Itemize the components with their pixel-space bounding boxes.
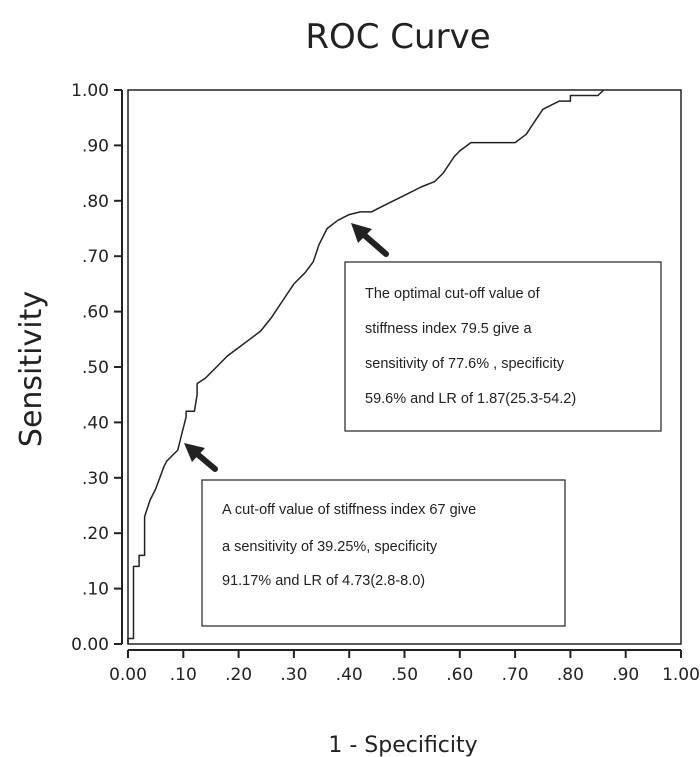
x-tick-label: 0.00 xyxy=(109,665,147,685)
y-tick-label: .80 xyxy=(82,192,109,212)
annotation-line: A cut-off value of stiffness index 67 gi… xyxy=(222,502,476,518)
y-tick-label: 0.00 xyxy=(71,635,109,655)
x-tick-label: 1.00 xyxy=(662,665,700,685)
y-tick-label: .50 xyxy=(82,358,109,378)
annotation-optimal-cutoff: The optimal cut-off value of stiffness i… xyxy=(344,223,662,432)
y-tick-label: .10 xyxy=(82,580,109,600)
x-tick-label: .80 xyxy=(557,665,584,685)
x-tick-label: .70 xyxy=(502,665,529,685)
x-tick-label: .50 xyxy=(391,665,418,685)
x-axis-label: 1 - Specificity xyxy=(328,733,477,757)
y-tick-label: .70 xyxy=(82,247,109,267)
annotation-box xyxy=(344,261,662,432)
y-tick-label: 1.00 xyxy=(71,81,109,101)
x-tick-label: .60 xyxy=(446,665,473,685)
y-tick-label: .20 xyxy=(82,524,109,544)
roc-series-line xyxy=(127,89,605,644)
y-tick-label: .90 xyxy=(82,136,109,156)
y-tick-label: .40 xyxy=(82,413,109,433)
y-ticks: 0.00 .10 .20 .30 .40 .50 .60 .70 .80 .90 1.00 xyxy=(71,81,122,655)
annotation-line: 91.17% and LR of 4.73(2.8-8.0) xyxy=(222,573,425,589)
annotation-box xyxy=(201,479,566,627)
annotation-line: 59.6% and LR of 1.87(25.3-54.2) xyxy=(365,391,576,407)
annotation-line: stiffness index 79.5 give a xyxy=(365,321,533,337)
x-tick-label: .10 xyxy=(170,665,197,685)
annotation-line: a sensitivity of 39.25%, specificity xyxy=(222,539,438,555)
arrow-icon xyxy=(184,443,218,472)
x-tick-label: .30 xyxy=(280,665,307,685)
y-tick-label: .60 xyxy=(82,303,109,323)
plot-frame xyxy=(127,89,682,645)
annotation-line: sensitivity of 77.6% , specificity xyxy=(365,356,565,372)
y-tick-label: .30 xyxy=(82,469,109,489)
arrow-icon xyxy=(351,223,389,257)
x-tick-label: .90 xyxy=(612,665,639,685)
annotation-line: The optimal cut-off value of xyxy=(365,286,541,302)
chart-title: ROC Curve xyxy=(305,17,490,57)
annotation-cutoff-67: A cut-off value of stiffness index 67 gi… xyxy=(184,443,566,627)
x-ticks: 0.00 .10 .20 .30 .40 .50 .60 .70 .80 .90 1.00 xyxy=(109,650,700,685)
y-axis-label: Sensitivity xyxy=(14,291,49,447)
x-tick-label: .20 xyxy=(225,665,252,685)
x-tick-label: .40 xyxy=(336,665,363,685)
